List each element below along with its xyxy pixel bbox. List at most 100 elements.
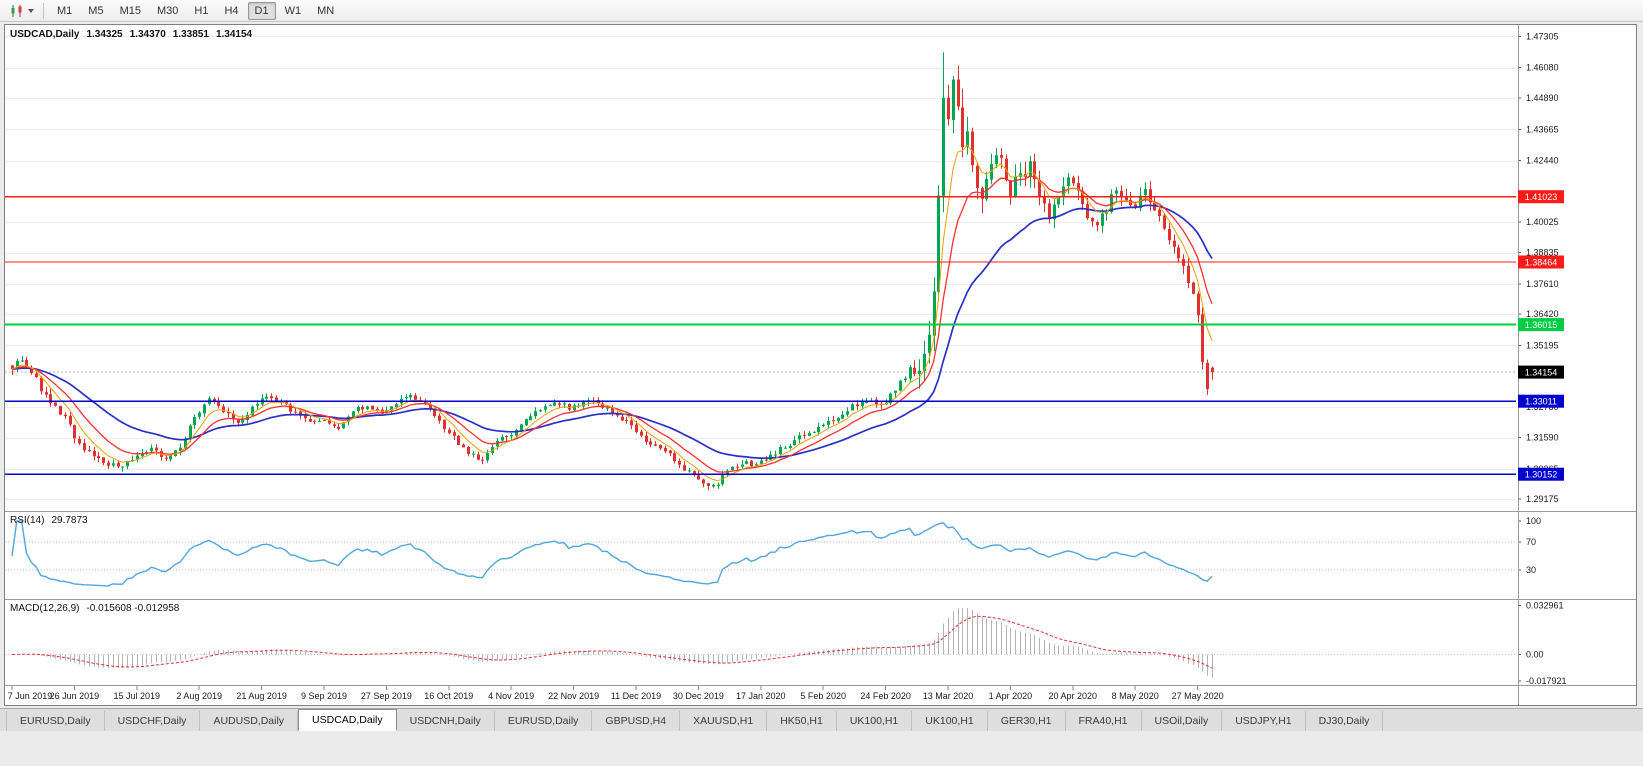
macd-signal-line [11, 615, 1213, 669]
candle [851, 402, 854, 411]
candle [16, 358, 19, 372]
toolbar-separator [43, 2, 44, 19]
panel-borders [4, 24, 1637, 706]
candle [352, 411, 355, 418]
rsi-panel [5, 520, 1516, 587]
level-badge[interactable] [1518, 467, 1564, 481]
candle [837, 417, 840, 424]
symbol-tab-usdcad-3[interactable]: USDCAD,Daily [298, 709, 397, 731]
candle [1163, 213, 1166, 231]
symbol-tab-eurusd-5[interactable]: EURUSD,Daily [495, 711, 593, 731]
candle [1033, 154, 1036, 189]
price-chart-canvas[interactable]: 1.47305 1.46080 1.44890 1.43665 1.42440 1.400… [0, 22, 1643, 708]
macd-histogram [17, 608, 1213, 678]
timeframe-button-m30[interactable]: M30 [156, 4, 179, 17]
timeframe-button-m15[interactable]: M15 [119, 4, 141, 17]
candle [913, 360, 916, 377]
date-label: 26 Jun 2019 [50, 691, 100, 701]
candle [659, 444, 662, 450]
candle [1192, 281, 1195, 295]
candle [361, 405, 364, 413]
symbol-tab-hk50-8[interactable]: HK50,H1 [767, 711, 837, 731]
candle [654, 441, 657, 447]
level-badge[interactable] [1518, 255, 1564, 269]
candle [625, 416, 628, 424]
date-label: 22 Nov 2019 [548, 691, 599, 701]
symbol-tab-fra40-12[interactable]: FRA40,H1 [1066, 711, 1142, 731]
candle [73, 424, 76, 444]
date-label: 27 Sep 2019 [361, 691, 412, 701]
level-badge[interactable] [1518, 394, 1564, 408]
candle [741, 460, 744, 469]
symbol-tab-eurusd-0[interactable]: EURUSD,Daily [6, 711, 105, 731]
candle [54, 402, 57, 407]
candle [808, 431, 811, 437]
candle [664, 445, 667, 454]
price-badges[interactable]: 1.41023 1.38464 1.36015 1.33011 1.30152 1.341… [1518, 190, 1564, 481]
timeframe-button-m5[interactable]: M5 [88, 4, 104, 17]
timeframe-button-w1[interactable]: W1 [284, 4, 302, 17]
symbol-tab-uk100-10[interactable]: UK100,H1 [912, 711, 988, 731]
bid-badge[interactable] [1518, 365, 1564, 379]
candle [313, 419, 316, 425]
candle [669, 449, 672, 457]
candle [217, 397, 220, 409]
timeframe-button-mn[interactable]: MN [317, 4, 335, 17]
date-label: 30 Dec 2019 [673, 691, 724, 701]
candle [673, 451, 676, 464]
symbol-tab-gbpusd-6[interactable]: GBPUSD,H4 [592, 711, 681, 731]
chart-type-button[interactable] [5, 2, 38, 20]
candle [472, 451, 475, 458]
timeframe-button-d1[interactable]: D1 [247, 1, 276, 20]
timeframe-button-h4[interactable]: H4 [224, 4, 239, 17]
candle [1177, 244, 1180, 263]
price-tick-label: 1.38835 [1526, 248, 1559, 258]
candle [438, 413, 441, 424]
level-badge-label: 1.36015 [1525, 320, 1558, 330]
symbol-tab-usdjpy-14[interactable]: USDJPY,H1 [1222, 711, 1306, 731]
symbol-tab-usdchf-1[interactable]: USDCHF,Daily [105, 711, 201, 731]
symbol-tab-uk100-9[interactable]: UK100,H1 [837, 711, 913, 731]
macd-tick-label: 0.032961 [1526, 601, 1564, 611]
candle [97, 451, 100, 463]
rsi-line [11, 520, 1213, 587]
candle [112, 459, 115, 468]
candle [621, 414, 624, 422]
candle [1187, 257, 1190, 289]
timeframe-button-h1[interactable]: H1 [194, 4, 209, 17]
candle [981, 186, 984, 214]
candle [78, 436, 81, 445]
candle [1158, 206, 1161, 222]
candle [510, 432, 513, 440]
candle [294, 407, 297, 414]
candle [832, 415, 835, 425]
candle [1101, 209, 1104, 233]
timeframe-button-m1[interactable]: M1 [57, 4, 73, 17]
symbol-tab-audusd-2[interactable]: AUDUSD,Daily [200, 711, 299, 731]
candle [227, 407, 230, 418]
price-tick-label: 1.40025 [1526, 217, 1559, 227]
date-label: 15 Jul 2019 [114, 691, 161, 701]
candle [937, 185, 940, 301]
candle [640, 429, 643, 438]
symbol-tab-xauusd-7[interactable]: XAUUSD,H1 [680, 711, 768, 731]
price-tick-label: 1.37610 [1526, 279, 1559, 289]
candle [448, 427, 451, 435]
level-badge[interactable] [1518, 318, 1564, 332]
symbol-tab-ger30-11[interactable]: GER30,H1 [988, 711, 1066, 731]
candle [333, 422, 336, 428]
candle [976, 162, 979, 200]
level-badge[interactable] [1518, 190, 1564, 204]
symbol-tab-usoil-13[interactable]: USOil,Daily [1142, 711, 1223, 731]
candle [649, 438, 652, 448]
symbol-tab-usdcnh-4[interactable]: USDCNH,Daily [397, 711, 495, 731]
chart-frame [4, 24, 1637, 706]
candle [405, 394, 408, 402]
candle [270, 393, 273, 401]
candle [1211, 366, 1214, 380]
horizontal-levels[interactable] [5, 196, 1516, 476]
symbol-tab-dj30-15[interactable]: DJ30,Daily [1306, 711, 1384, 731]
candle [1206, 359, 1209, 395]
dropdown-caret-icon [28, 8, 34, 13]
